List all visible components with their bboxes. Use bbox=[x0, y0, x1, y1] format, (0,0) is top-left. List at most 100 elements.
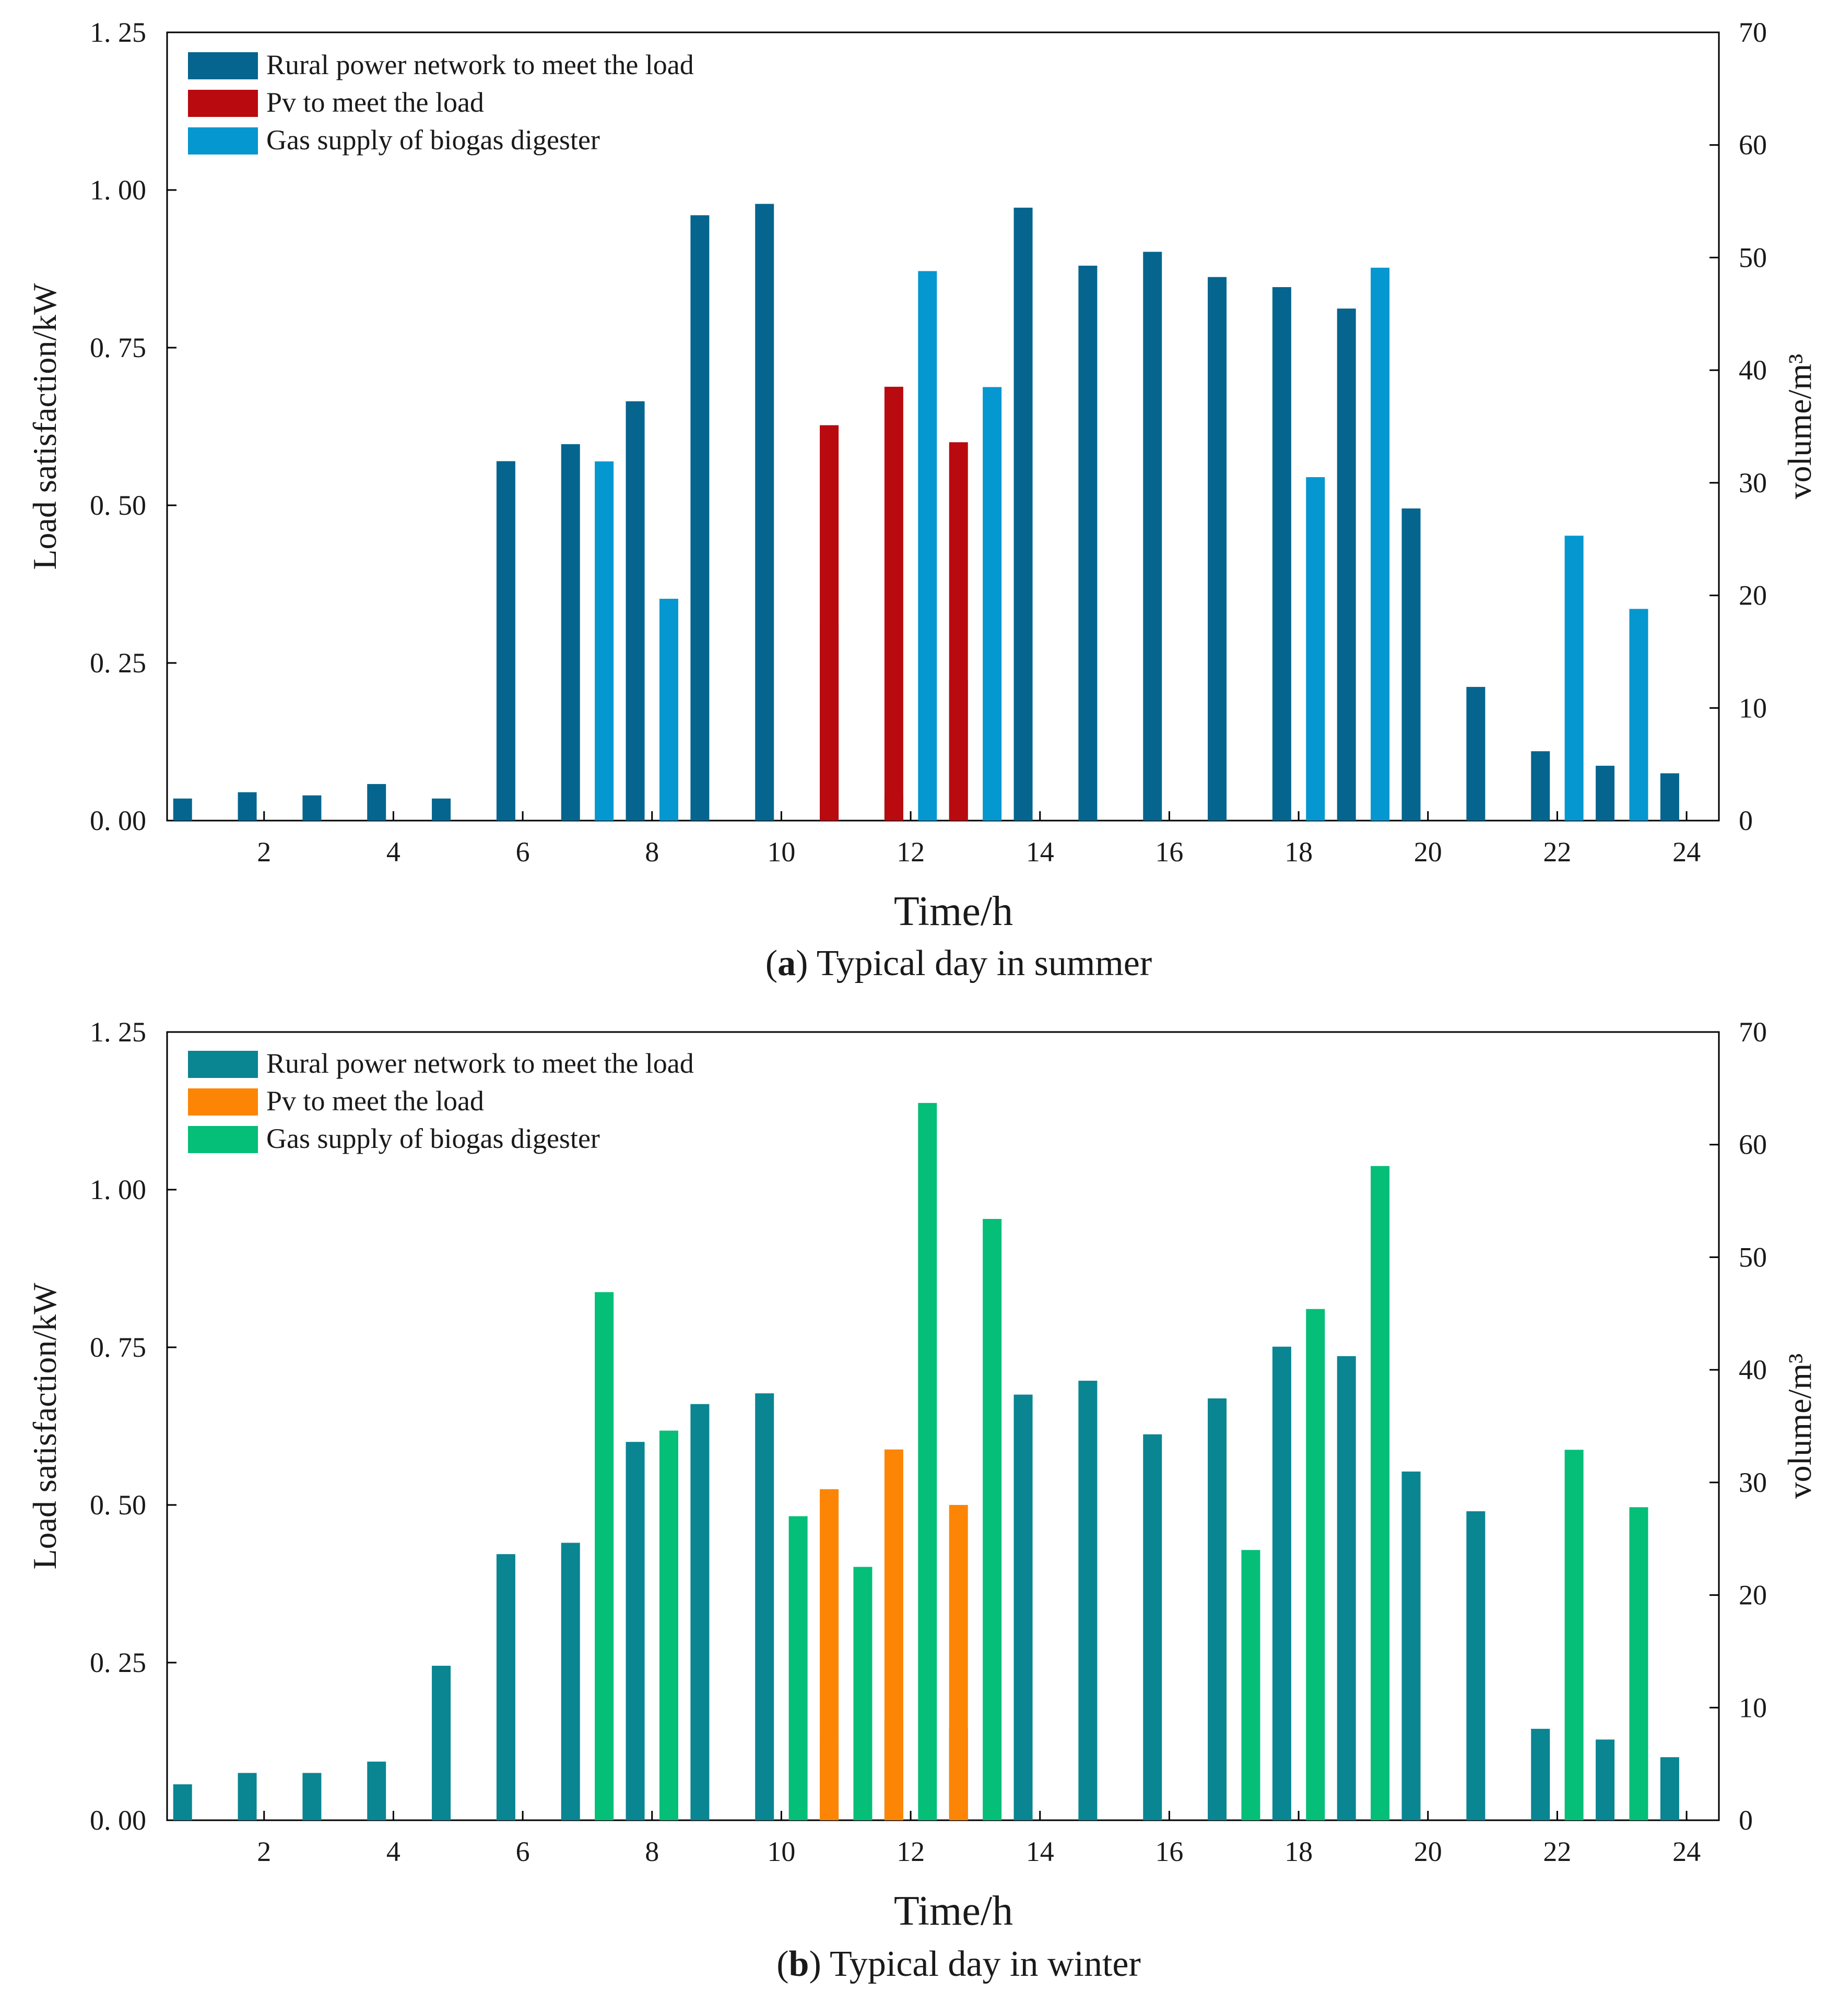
left-y-tick-label: 0. 00 bbox=[90, 805, 146, 836]
right-y-tick-label: 40 bbox=[1739, 354, 1767, 386]
series-1-bars bbox=[820, 386, 968, 821]
x-tick-label: 14 bbox=[1026, 836, 1054, 868]
legend: Rural power network to meet the load Pv t… bbox=[188, 49, 694, 156]
right-y-tick-label: 50 bbox=[1739, 242, 1767, 273]
x-tick-label: 12 bbox=[897, 836, 925, 868]
legend-swatch bbox=[188, 127, 258, 155]
bar-hour-14-series-0 bbox=[1013, 207, 1033, 821]
right-y-tick-label: 60 bbox=[1739, 1129, 1767, 1160]
bar-hour-8-series-0 bbox=[626, 1442, 645, 1820]
legend-swatch bbox=[188, 1126, 258, 1153]
left-y-tick-label: 0. 75 bbox=[90, 1332, 146, 1363]
bar-hour-11-series-1 bbox=[820, 425, 839, 821]
left-y-tick-label: 1. 25 bbox=[90, 17, 146, 48]
bar-hour-3-series-0 bbox=[302, 795, 322, 821]
caption-text: ) Typical day in summer bbox=[796, 943, 1152, 983]
right-y-axis-title: volume/m³ bbox=[1781, 1354, 1818, 1499]
caption-paren: ( bbox=[765, 943, 777, 983]
legend-swatch bbox=[188, 52, 258, 79]
bar-hour-7-series-2 bbox=[595, 461, 614, 821]
x-tick-label: 16 bbox=[1155, 1836, 1183, 1867]
bar-hour-19-series-2 bbox=[1371, 1166, 1390, 1820]
right-y-tick-label: 20 bbox=[1739, 580, 1767, 611]
bar-hour-18-series-2 bbox=[1306, 1309, 1325, 1820]
x-tick-label: 4 bbox=[386, 836, 400, 868]
x-tick-label: 6 bbox=[516, 1836, 530, 1867]
x-tick-label: 24 bbox=[1672, 1836, 1701, 1867]
bar-hour-3-series-0 bbox=[302, 1773, 322, 1820]
right-y-tick-label: 30 bbox=[1739, 467, 1767, 499]
right-y-axis-title: volume/m³ bbox=[1781, 354, 1818, 500]
bar-hour-9-series-0 bbox=[690, 215, 710, 821]
bar-hour-5-series-0 bbox=[432, 798, 451, 821]
x-tick-label: 18 bbox=[1284, 836, 1313, 868]
bar-hour-23-series-0 bbox=[1596, 1739, 1615, 1820]
bar-hour-1-series-0 bbox=[173, 798, 192, 821]
bar-hour-19-series-0 bbox=[1337, 309, 1356, 821]
x-tick-label: 20 bbox=[1414, 1836, 1442, 1867]
legend-swatch bbox=[188, 1088, 258, 1116]
right-y-tick-label: 70 bbox=[1739, 1016, 1767, 1048]
caption-text: ) Typical day in winter bbox=[809, 1944, 1140, 1984]
x-tick-label: 4 bbox=[386, 1836, 400, 1867]
bar-hour-17-series-0 bbox=[1208, 1398, 1227, 1820]
bar-hour-23-series-2 bbox=[1629, 1507, 1648, 1820]
right-y-tick-label: 30 bbox=[1739, 1467, 1767, 1498]
right-y-tick-label: 0 bbox=[1739, 1805, 1753, 1836]
bar-hour-13-series-2 bbox=[983, 1219, 1002, 1820]
x-tick-label: 14 bbox=[1026, 1836, 1054, 1867]
bar-hour-10-series-2 bbox=[788, 1516, 808, 1820]
figure-caption: (a) Typical day in summer bbox=[765, 943, 1152, 983]
bar-hour-22-series-0 bbox=[1531, 751, 1550, 821]
left-y-tick-label: 0. 50 bbox=[90, 1489, 146, 1521]
bar-hour-18-series-0 bbox=[1272, 287, 1291, 821]
x-tick-label: 8 bbox=[645, 1836, 659, 1867]
legend-label: Gas supply of biogas digester bbox=[266, 1123, 600, 1154]
left-y-tick-label: 0. 25 bbox=[90, 1647, 146, 1678]
bar-hour-22-series-0 bbox=[1531, 1728, 1550, 1820]
bar-hour-18-series-0 bbox=[1272, 1346, 1291, 1820]
bar-hour-5-series-0 bbox=[432, 1666, 451, 1820]
left-y-tick-label: 1. 25 bbox=[90, 1016, 146, 1048]
bar-hour-15-series-0 bbox=[1078, 265, 1098, 821]
right-y-tick-label: 0 bbox=[1739, 805, 1753, 836]
series-2-bars bbox=[595, 267, 1648, 821]
caption-letter: a bbox=[777, 943, 796, 983]
bar-hour-12-series-2 bbox=[918, 1102, 937, 1820]
series-2-bars bbox=[595, 1102, 1648, 1820]
left-y-tick-label: 0. 50 bbox=[90, 490, 146, 521]
x-axis-title: Time/h bbox=[894, 1888, 1013, 1934]
x-tick-label: 24 bbox=[1672, 836, 1701, 868]
right-y-tick-label: 20 bbox=[1739, 1580, 1767, 1611]
bar-hour-10-series-0 bbox=[755, 1393, 774, 1820]
bar-hour-2-series-0 bbox=[238, 792, 257, 821]
bar-hour-13-series-1 bbox=[949, 442, 968, 821]
x-tick-label: 8 bbox=[645, 836, 659, 868]
legend-swatch bbox=[188, 1051, 258, 1078]
bar-hour-23-series-2 bbox=[1629, 609, 1648, 821]
bar-hour-23-series-0 bbox=[1596, 765, 1615, 821]
left-y-tick-label: 1. 00 bbox=[90, 174, 146, 206]
right-y-tick-label: 10 bbox=[1739, 692, 1767, 724]
bar-hour-20-series-0 bbox=[1401, 1471, 1421, 1820]
left-y-axis-title: Load satisfaction/kW bbox=[26, 283, 63, 570]
legend-swatch bbox=[188, 90, 258, 117]
plot-area-frame bbox=[166, 31, 1720, 822]
bar-hour-21-series-0 bbox=[1466, 1511, 1486, 1820]
bar-hour-20-series-0 bbox=[1401, 508, 1421, 821]
right-y-tick-label: 40 bbox=[1739, 1354, 1767, 1385]
x-tick-label: 18 bbox=[1284, 1836, 1313, 1867]
series-1-bars bbox=[820, 1449, 968, 1820]
bar-hour-15-series-0 bbox=[1078, 1381, 1098, 1820]
right-y-tick-label: 50 bbox=[1739, 1241, 1767, 1273]
plot-area-frame bbox=[166, 1031, 1720, 1821]
bar-hour-17-series-2 bbox=[1241, 1550, 1260, 1820]
bar-hour-1-series-0 bbox=[173, 1784, 192, 1820]
bar-hour-12-series-2 bbox=[918, 271, 937, 821]
bar-hour-12-series-1 bbox=[884, 1449, 903, 1820]
left-y-axis-title: Load satisfaction/kW bbox=[26, 1283, 63, 1570]
left-y-tick-label: 1. 00 bbox=[90, 1174, 146, 1205]
winter-chart-panel: 2 4 6 8 10 12 14 16 18 20 22 240. 000. 250. 500. 75… bbox=[26, 1016, 1818, 1984]
x-tick-label: 20 bbox=[1414, 836, 1442, 868]
bar-hour-22-series-2 bbox=[1564, 1450, 1584, 1820]
